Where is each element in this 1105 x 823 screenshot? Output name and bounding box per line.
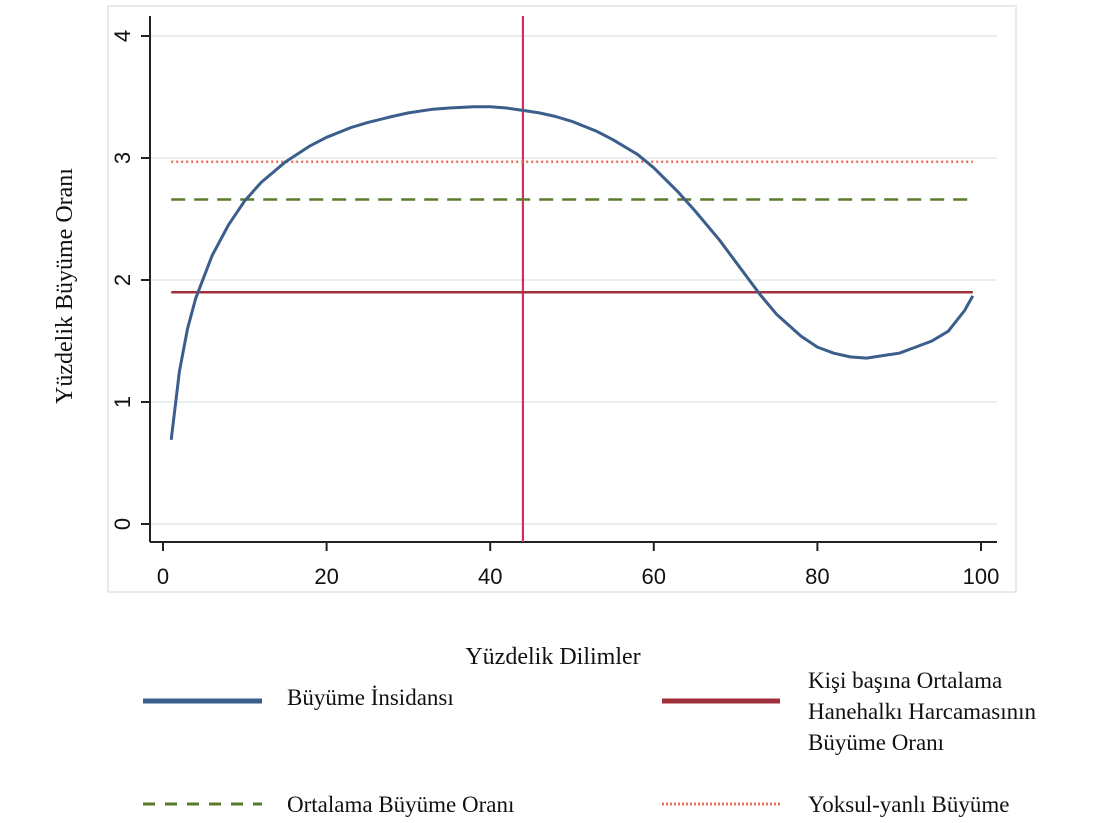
legend-label-3: Ortalama Büyüme Oranı: [287, 792, 514, 817]
x-tick-label: 60: [642, 564, 666, 589]
plot-region: [107, 5, 1017, 593]
x-tick-label: 0: [157, 564, 169, 589]
legend-label-4: Yoksul-yanlı Büyüme: [808, 792, 1010, 817]
x-tick-label: 40: [478, 564, 502, 589]
y-axis-title: Yüzdelik Büyüme Oranı: [52, 168, 78, 404]
x-axis-title: Yüzdelik Dilimler: [465, 644, 640, 670]
series-group: [169, 16, 975, 542]
x-tick-label: 20: [314, 564, 338, 589]
y-tick-label: 4: [110, 30, 135, 42]
x-tick-label: 80: [805, 564, 829, 589]
series-line-1: [169, 105, 975, 440]
legend-label-1: Büyüme İnsidansı: [287, 685, 454, 710]
legend: Büyüme İnsidansı Kişi başına Ortalama Hane…: [143, 668, 1036, 817]
y-tick-label: 0: [110, 518, 135, 530]
y-tick-label: 2: [110, 274, 135, 286]
legend-label-2: Kişi başına Ortalama Hanehalkı Harcamasın…: [808, 668, 1036, 755]
y-tick-label: 3: [110, 152, 135, 164]
y-tick-label: 1: [110, 396, 135, 408]
x-tick-label: 100: [963, 564, 1000, 589]
